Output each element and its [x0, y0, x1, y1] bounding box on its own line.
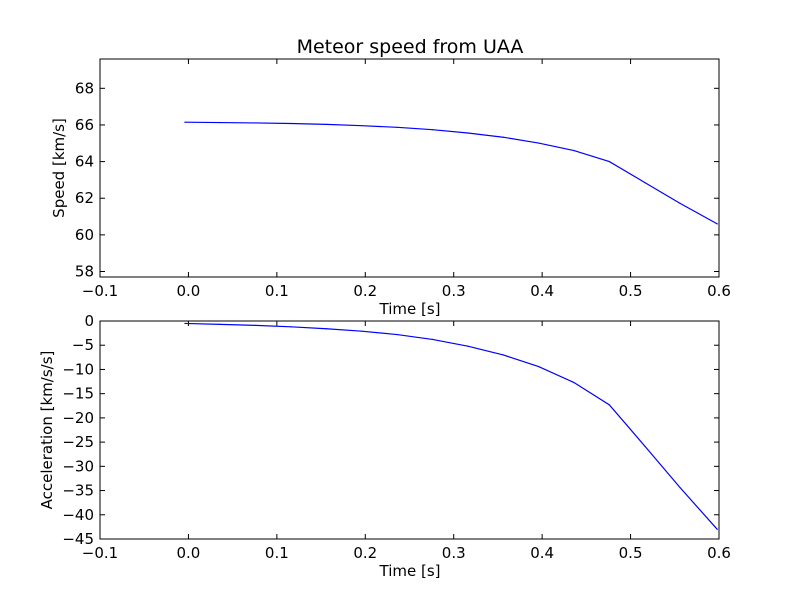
acceleration-y-tick-label: 0: [84, 312, 94, 330]
acceleration-x-tick-label: 0.5: [619, 544, 643, 562]
acceleration-data-point: [538, 365, 540, 368]
acceleration-data-point: [716, 528, 718, 530]
speed-plot-frame: [99, 58, 720, 278]
speed-data-point: [219, 121, 221, 124]
acceleration-data-point: [608, 404, 610, 406]
speed-data-point: [325, 123, 327, 125]
speed-data-point: [467, 132, 469, 134]
acceleration-y-tick-label: −25: [62, 433, 94, 451]
speed-chart: Meteor speed from UAA −0.1 0.0 0.1 0.2 0.3 0.…: [50, 36, 731, 318]
acceleration-data-point: [431, 338, 434, 341]
speed-data-point: [573, 149, 575, 152]
speed-x-tick-label: 0.5: [619, 282, 643, 300]
acceleration-y-axis-label: Acceleration [km/s/s]: [38, 351, 56, 510]
speed-data-point: [538, 142, 540, 144]
speed-y-tick-label: 60: [75, 226, 94, 244]
speed-series-line: [184, 121, 718, 225]
acceleration-data-point: [467, 345, 469, 347]
speed-y-tick-label: 66: [75, 116, 94, 134]
acceleration-x-tick-label: −0.1: [82, 544, 118, 562]
speed-x-tick-label: 0.2: [353, 282, 377, 300]
speed-x-axis-label: Time [s]: [379, 300, 441, 318]
speed-data-point: [716, 223, 718, 225]
acceleration-data-point: [502, 354, 504, 356]
speed-x-tick-label: 0.6: [707, 282, 731, 300]
acceleration-x-tick-label: 0.0: [176, 544, 200, 562]
acceleration-y-tick-label: −30: [62, 457, 94, 475]
acceleration-y-tick-label: −15: [62, 385, 94, 403]
acceleration-y-tick-label: −5: [72, 336, 94, 354]
speed-data-point: [184, 121, 186, 123]
acceleration-x-tick-label: 0.2: [353, 544, 377, 562]
speed-x-tick-label: 0.1: [265, 282, 289, 300]
acceleration-x-tick-label: 0.6: [707, 544, 731, 562]
acceleration-y-tick-label: −45: [62, 530, 94, 548]
speed-data-point: [361, 125, 363, 127]
acceleration-y-tick-label: −20: [62, 409, 94, 427]
acceleration-data-point: [573, 381, 575, 384]
acceleration-data-point: [255, 324, 257, 326]
acceleration-chart: −0.1 0.0 0.1 0.2 0.3 0.4 0.5 0.6 0 −5 −10 −15 −20 −25…: [38, 312, 731, 580]
speed-y-tick-label: 62: [75, 189, 94, 207]
speed-tick-labels: −0.1 0.0 0.1 0.2 0.3 0.4 0.5 0.6 58 60 62 64 66 68: [75, 79, 731, 300]
acceleration-y-tick-label: −40: [62, 506, 94, 524]
acceleration-data-point: [290, 326, 292, 328]
acceleration-x-tick-label: 0.3: [442, 544, 466, 562]
speed-x-tick-label: −0.1: [82, 282, 118, 300]
acceleration-x-tick-label: 0.1: [265, 544, 289, 562]
speed-data-point: [431, 129, 434, 131]
speed-data-point: [290, 122, 292, 125]
speed-y-tick-label: 68: [75, 79, 94, 97]
acceleration-y-tick-label: −35: [62, 482, 94, 500]
speed-data-point: [608, 160, 610, 163]
acceleration-data-point: [396, 333, 398, 336]
speed-data-point: [679, 202, 681, 204]
speed-x-tick-label: 0.0: [176, 282, 200, 300]
acceleration-series-line: [184, 322, 718, 530]
acceleration-data-point: [184, 322, 186, 325]
acceleration-data-point: [325, 328, 327, 330]
speed-chart-title: Meteor speed from UAA: [297, 36, 524, 58]
acceleration-tick-labels: −0.1 0.0 0.1 0.2 0.3 0.4 0.5 0.6 0 −5 −10 −15 −20 −25…: [62, 312, 731, 562]
speed-y-tick-label: 58: [75, 263, 94, 281]
acceleration-y-tick-label: −10: [62, 360, 94, 378]
speed-data-point: [502, 136, 504, 138]
speed-data-point: [255, 122, 257, 124]
speed-data-point: [644, 181, 646, 184]
acceleration-plot-frame: [99, 320, 720, 540]
speed-x-tick-label: 0.3: [442, 282, 466, 300]
speed-y-axis-label: Speed [km/s]: [50, 118, 68, 218]
speed-data-point: [396, 126, 398, 128]
speed-x-tick-label: 0.4: [530, 282, 554, 300]
acceleration-data-point: [679, 487, 681, 489]
acceleration-data-point: [361, 330, 363, 332]
speed-y-tick-label: 64: [75, 153, 94, 171]
acceleration-x-axis-label: Time [s]: [379, 562, 441, 580]
acceleration-data-point: [644, 445, 646, 447]
acceleration-x-tick-label: 0.4: [530, 544, 554, 562]
acceleration-data-point: [219, 323, 221, 325]
